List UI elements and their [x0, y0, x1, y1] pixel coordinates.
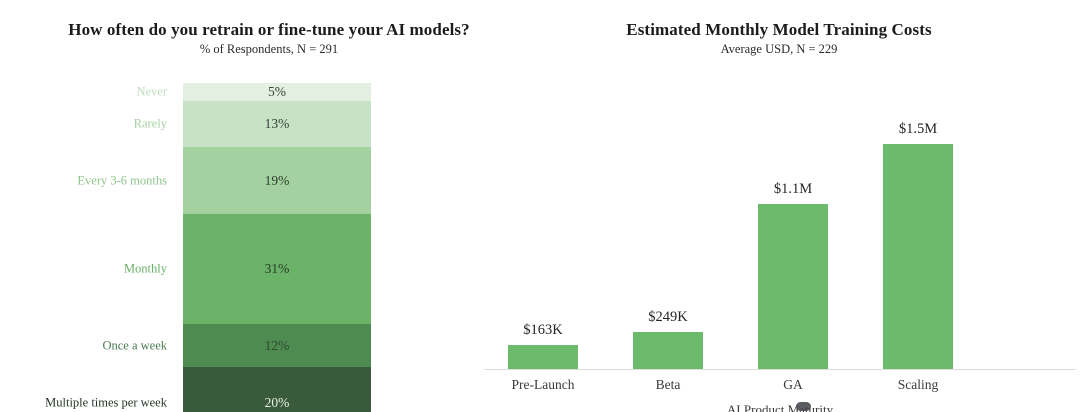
stacked-segment-1: [183, 100, 371, 147]
cost-bar-beta: [633, 331, 703, 369]
cost-value-label-3: $1.5M: [898, 121, 938, 137]
cost-category-label-2: GA: [783, 377, 803, 392]
stacked-segment-5: [183, 367, 371, 412]
stacked-segment-3: [183, 214, 371, 325]
segment-value-label-5: 20%: [264, 394, 290, 410]
cost-category-label-3: Scaling: [897, 377, 939, 392]
cost-value-label-1: $249K: [648, 308, 688, 325]
cost-bar-pre-launch: [508, 344, 578, 369]
segment-category-label-2: Every 3-6 months: [77, 173, 167, 188]
x-axis-line: [484, 369, 1076, 370]
cost-bar-ga: [758, 204, 828, 369]
segment-category-label-3: Monthly: [123, 261, 167, 276]
retrain-chart-subtitle: % of Respondents, N = 291: [199, 42, 339, 56]
stacked-bar-category-labels: Never Rarely Every 3-6 months Monthly Once a…: [0, 0, 175, 412]
cost-value-label-0: $163K: [523, 321, 563, 338]
cost-bar-scaling: [883, 144, 953, 369]
segment-value-label-3: 31%: [264, 261, 290, 277]
segment-value-label-0: 5%: [268, 83, 286, 99]
cost-value-label-2: $1.1M: [773, 181, 813, 197]
stacked-segment-4: [183, 324, 371, 367]
costs-chart-title: Estimated Monthly Model Training Costs: [626, 20, 932, 39]
segment-value-label-4: 12%: [264, 337, 290, 353]
stacked-segment-0: [183, 83, 371, 101]
segment-category-label-5: Multiple times per week: [45, 395, 167, 409]
segment-category-label-4: Once a week: [102, 338, 167, 353]
segment-category-label-0: Never: [136, 84, 167, 99]
retrain-frequency-chart: How often do you retrain or fine-tune yo…: [0, 0, 538, 412]
segment-value-label-2: 19%: [264, 172, 290, 188]
cost-category-label-0: Pre-Launch: [511, 377, 575, 392]
retrain-chart-title: How often do you retrain or fine-tune yo…: [68, 20, 470, 39]
training-costs-chart: Estimated Monthly Model Training Costs A…: [540, 0, 1080, 412]
cursor-artifact: [796, 402, 811, 411]
x-axis-title: AI Product Maturity: [726, 402, 834, 412]
segment-value-label-1: 13%: [264, 115, 290, 131]
segment-category-label-1: Rarely: [133, 116, 167, 131]
costs-chart-subtitle: Average USD, N = 229: [720, 42, 838, 56]
stacked-bar-column: 5% 13% 19% 31% 12% 20%: [183, 83, 371, 412]
cost-category-label-1: Beta: [655, 377, 681, 392]
stacked-segment-2: [183, 146, 371, 215]
